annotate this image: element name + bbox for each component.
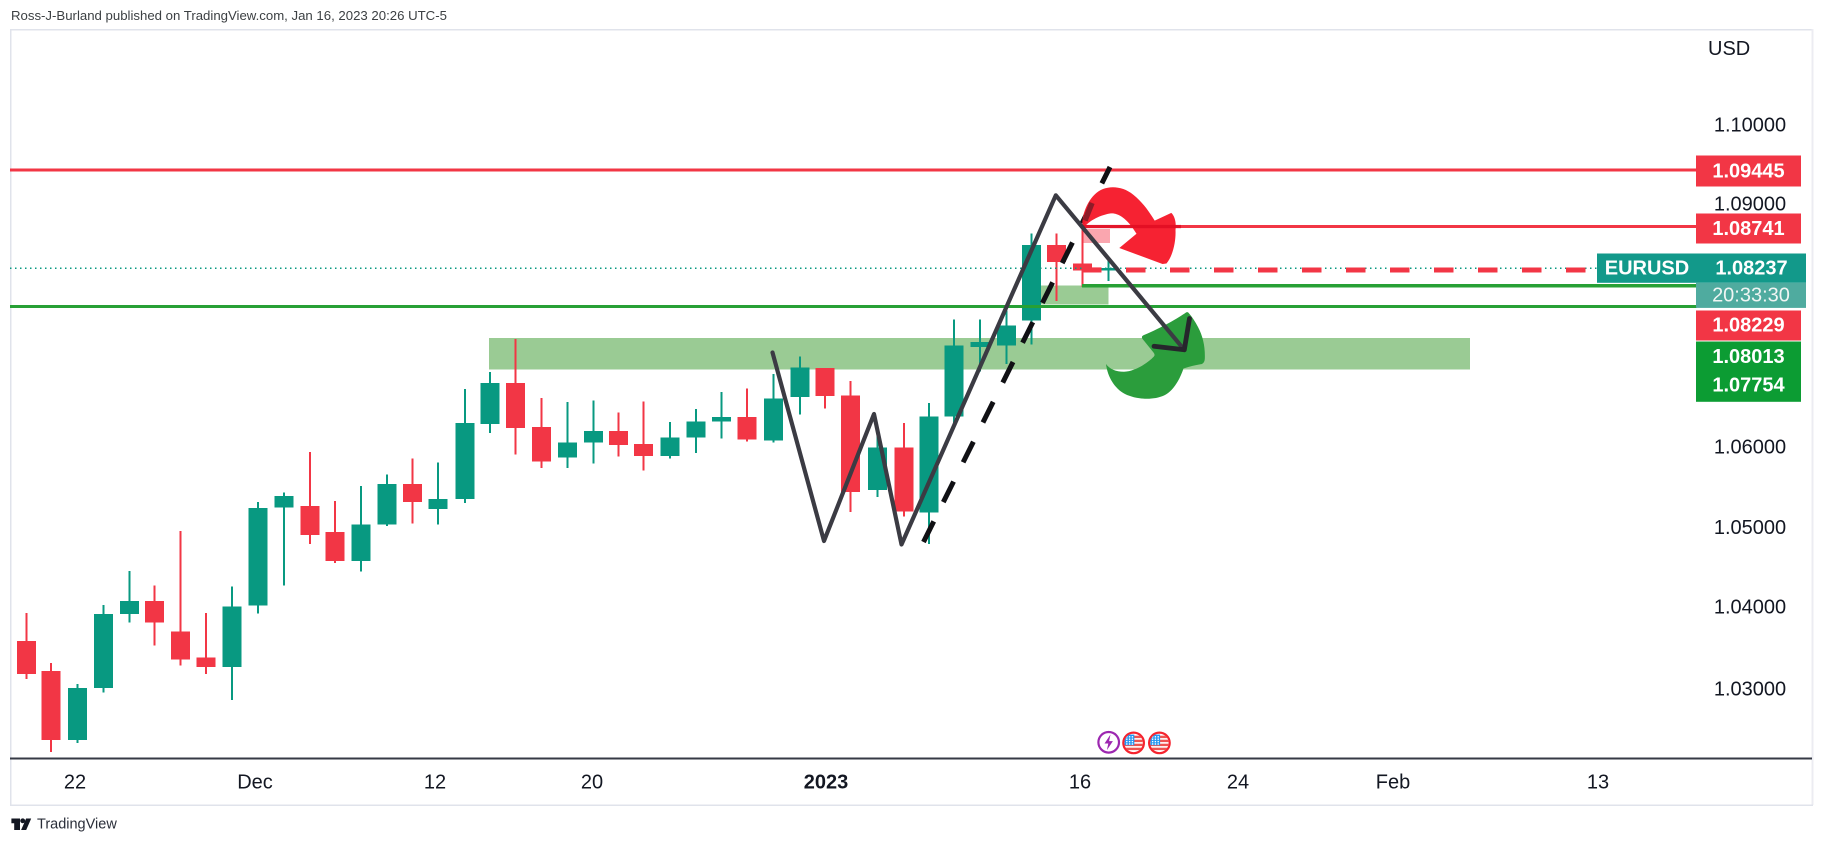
svg-text:1.10000: 1.10000: [1714, 115, 1786, 137]
svg-text:20: 20: [581, 772, 603, 794]
svg-text:Ross-J-Burland published on Tr: Ross-J-Burland published on TradingView.…: [11, 8, 447, 23]
svg-text:1.09000: 1.09000: [1714, 194, 1786, 216]
svg-text:22: 22: [64, 772, 86, 794]
svg-text:1.08013: 1.08013: [1712, 346, 1784, 368]
svg-text:Dec: Dec: [237, 772, 273, 794]
svg-text:16: 16: [1069, 772, 1091, 794]
svg-text:1.08229: 1.08229: [1712, 315, 1784, 337]
svg-text:2023: 2023: [804, 772, 849, 794]
svg-text:USD: USD: [1708, 38, 1750, 60]
svg-text:TradingView: TradingView: [37, 817, 117, 833]
svg-text:1.04000: 1.04000: [1714, 597, 1786, 619]
svg-text:Feb: Feb: [1376, 772, 1410, 794]
svg-text:12: 12: [424, 772, 446, 794]
svg-text:20:33:30: 20:33:30: [1712, 284, 1790, 306]
svg-text:1.08237: 1.08237: [1715, 257, 1787, 279]
svg-text:1.06000: 1.06000: [1714, 437, 1786, 459]
svg-text:1.08741: 1.08741: [1712, 218, 1784, 240]
svg-text:24: 24: [1227, 772, 1249, 794]
svg-text:1.09445: 1.09445: [1712, 161, 1784, 183]
svg-text:13: 13: [1587, 772, 1609, 794]
svg-text:1.05000: 1.05000: [1714, 517, 1786, 539]
svg-text:EURUSD: EURUSD: [1605, 257, 1689, 279]
svg-text:1.03000: 1.03000: [1714, 679, 1786, 701]
svg-text:1.07754: 1.07754: [1712, 375, 1785, 397]
